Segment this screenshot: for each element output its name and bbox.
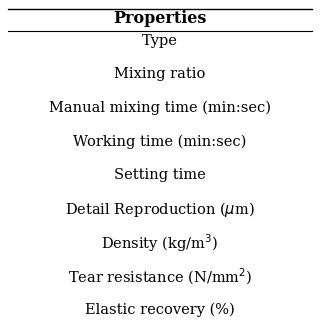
- Text: Type: Type: [142, 34, 178, 48]
- Text: Tear resistance (N/mm$^{2}$): Tear resistance (N/mm$^{2}$): [68, 266, 252, 287]
- Text: Setting time: Setting time: [114, 168, 206, 182]
- Text: Mixing ratio: Mixing ratio: [114, 68, 206, 81]
- Text: Density (kg/m$^{3}$): Density (kg/m$^{3}$): [101, 232, 219, 253]
- Text: Detail Reproduction ($\mu$m): Detail Reproduction ($\mu$m): [65, 200, 255, 219]
- Text: Manual mixing time (min:sec): Manual mixing time (min:sec): [49, 101, 271, 115]
- Text: Elastic recovery (%): Elastic recovery (%): [85, 303, 235, 317]
- Text: Working time (min:sec): Working time (min:sec): [73, 134, 247, 149]
- Text: Properties: Properties: [113, 10, 207, 27]
